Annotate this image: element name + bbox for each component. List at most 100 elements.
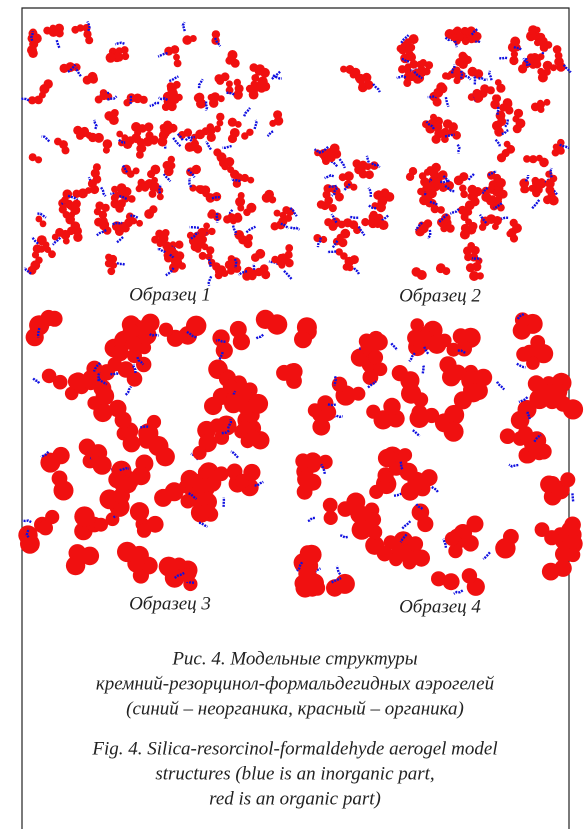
organic-particle	[216, 77, 224, 85]
organic-particle	[159, 323, 173, 337]
inorganic-chain	[551, 168, 552, 177]
organic-particle	[269, 120, 276, 127]
organic-particle	[100, 92, 108, 100]
inorganic-chain	[369, 188, 371, 197]
inorganic-chain	[150, 103, 159, 106]
organic-particle	[121, 46, 129, 54]
organic-particle	[237, 205, 244, 212]
organic-particle	[427, 335, 446, 354]
inorganic-chain	[478, 78, 487, 80]
organic-particle	[108, 357, 122, 371]
inorganic-chain	[110, 374, 119, 375]
organic-particle	[38, 520, 53, 535]
inorganic-chain	[42, 136, 50, 141]
particle-panels	[18, 22, 583, 598]
inorganic-chain	[474, 76, 475, 85]
organic-particle	[187, 232, 194, 239]
organic-particle	[186, 316, 206, 336]
organic-particle	[233, 333, 250, 350]
organic-particle	[537, 100, 544, 107]
inorganic-chain	[284, 271, 292, 279]
organic-particle	[549, 196, 559, 206]
organic-particle	[255, 249, 265, 259]
organic-particle	[330, 144, 340, 154]
panel-label: Образец 2	[399, 285, 481, 306]
organic-particle	[337, 501, 353, 517]
organic-particle	[227, 54, 236, 63]
organic-particle	[412, 504, 430, 522]
organic-particle	[163, 161, 172, 170]
inorganic-chain	[331, 162, 337, 167]
inorganic-chain	[328, 186, 337, 187]
organic-particle	[248, 394, 268, 414]
organic-particle	[83, 76, 92, 85]
organic-particle	[106, 53, 116, 63]
inorganic-chain	[22, 521, 31, 523]
organic-particle	[85, 36, 93, 44]
organic-particle	[151, 165, 161, 175]
inorganic-chain	[101, 187, 106, 196]
organic-particle	[162, 241, 171, 250]
caption-ru: (синий – неорганика, красный – органика)	[126, 698, 464, 719]
inorganic-chain	[227, 93, 235, 95]
organic-particle	[181, 470, 199, 488]
organic-particle	[529, 155, 537, 163]
organic-particle	[61, 196, 69, 204]
organic-particle	[365, 170, 374, 179]
caption-ru: Рис. 4. Модельные структуры	[171, 648, 417, 669]
organic-particle	[198, 228, 207, 237]
organic-particle	[444, 422, 464, 442]
inorganic-chain	[509, 465, 518, 467]
organic-particle	[468, 185, 478, 195]
organic-particle	[174, 60, 182, 68]
organic-particle	[350, 184, 357, 191]
organic-particle	[156, 447, 175, 466]
inorganic-chain	[158, 53, 167, 56]
organic-particle	[500, 428, 516, 444]
organic-particle	[438, 84, 448, 94]
organic-particle	[563, 399, 583, 419]
inorganic-chain	[325, 175, 334, 178]
organic-particle	[114, 475, 131, 492]
inorganic-chain	[189, 178, 191, 187]
inorganic-chain	[231, 179, 240, 181]
panel-label: Образец 4	[399, 596, 481, 617]
organic-particle	[100, 217, 108, 225]
inorganic-chain	[498, 107, 499, 115]
organic-particle	[52, 471, 68, 487]
inorganic-chain	[496, 140, 500, 147]
organic-particle	[324, 511, 338, 525]
inorganic-chain	[340, 159, 345, 168]
organic-particle	[182, 35, 192, 45]
organic-particle	[535, 522, 550, 537]
inorganic-chain	[33, 378, 39, 383]
organic-particle	[540, 43, 549, 52]
inorganic-chain	[183, 22, 185, 31]
organic-particle	[37, 235, 47, 245]
organic-particle	[195, 93, 205, 103]
organic-particle	[159, 557, 179, 577]
inorganic-chain	[469, 173, 475, 180]
organic-particle	[94, 518, 108, 532]
organic-particle	[302, 545, 322, 565]
organic-particle	[173, 54, 180, 61]
inorganic-chain	[354, 268, 359, 274]
organic-particle	[454, 77, 461, 84]
inorganic-chain	[572, 493, 573, 501]
organic-particle	[332, 377, 347, 392]
organic-particle	[136, 220, 143, 227]
panel-label: Образец 3	[129, 593, 211, 614]
organic-particle	[295, 453, 310, 468]
organic-particle	[516, 347, 531, 362]
organic-particle	[26, 328, 44, 346]
organic-particle	[560, 472, 575, 487]
organic-particle	[213, 148, 221, 156]
organic-particle	[471, 246, 480, 255]
inorganic-chain	[397, 76, 406, 78]
inorganic-chain	[483, 552, 490, 559]
inorganic-chain	[206, 102, 207, 111]
organic-particle	[566, 548, 581, 563]
organic-particle	[246, 234, 253, 241]
inorganic-chain	[222, 146, 231, 148]
organic-particle	[130, 218, 137, 225]
